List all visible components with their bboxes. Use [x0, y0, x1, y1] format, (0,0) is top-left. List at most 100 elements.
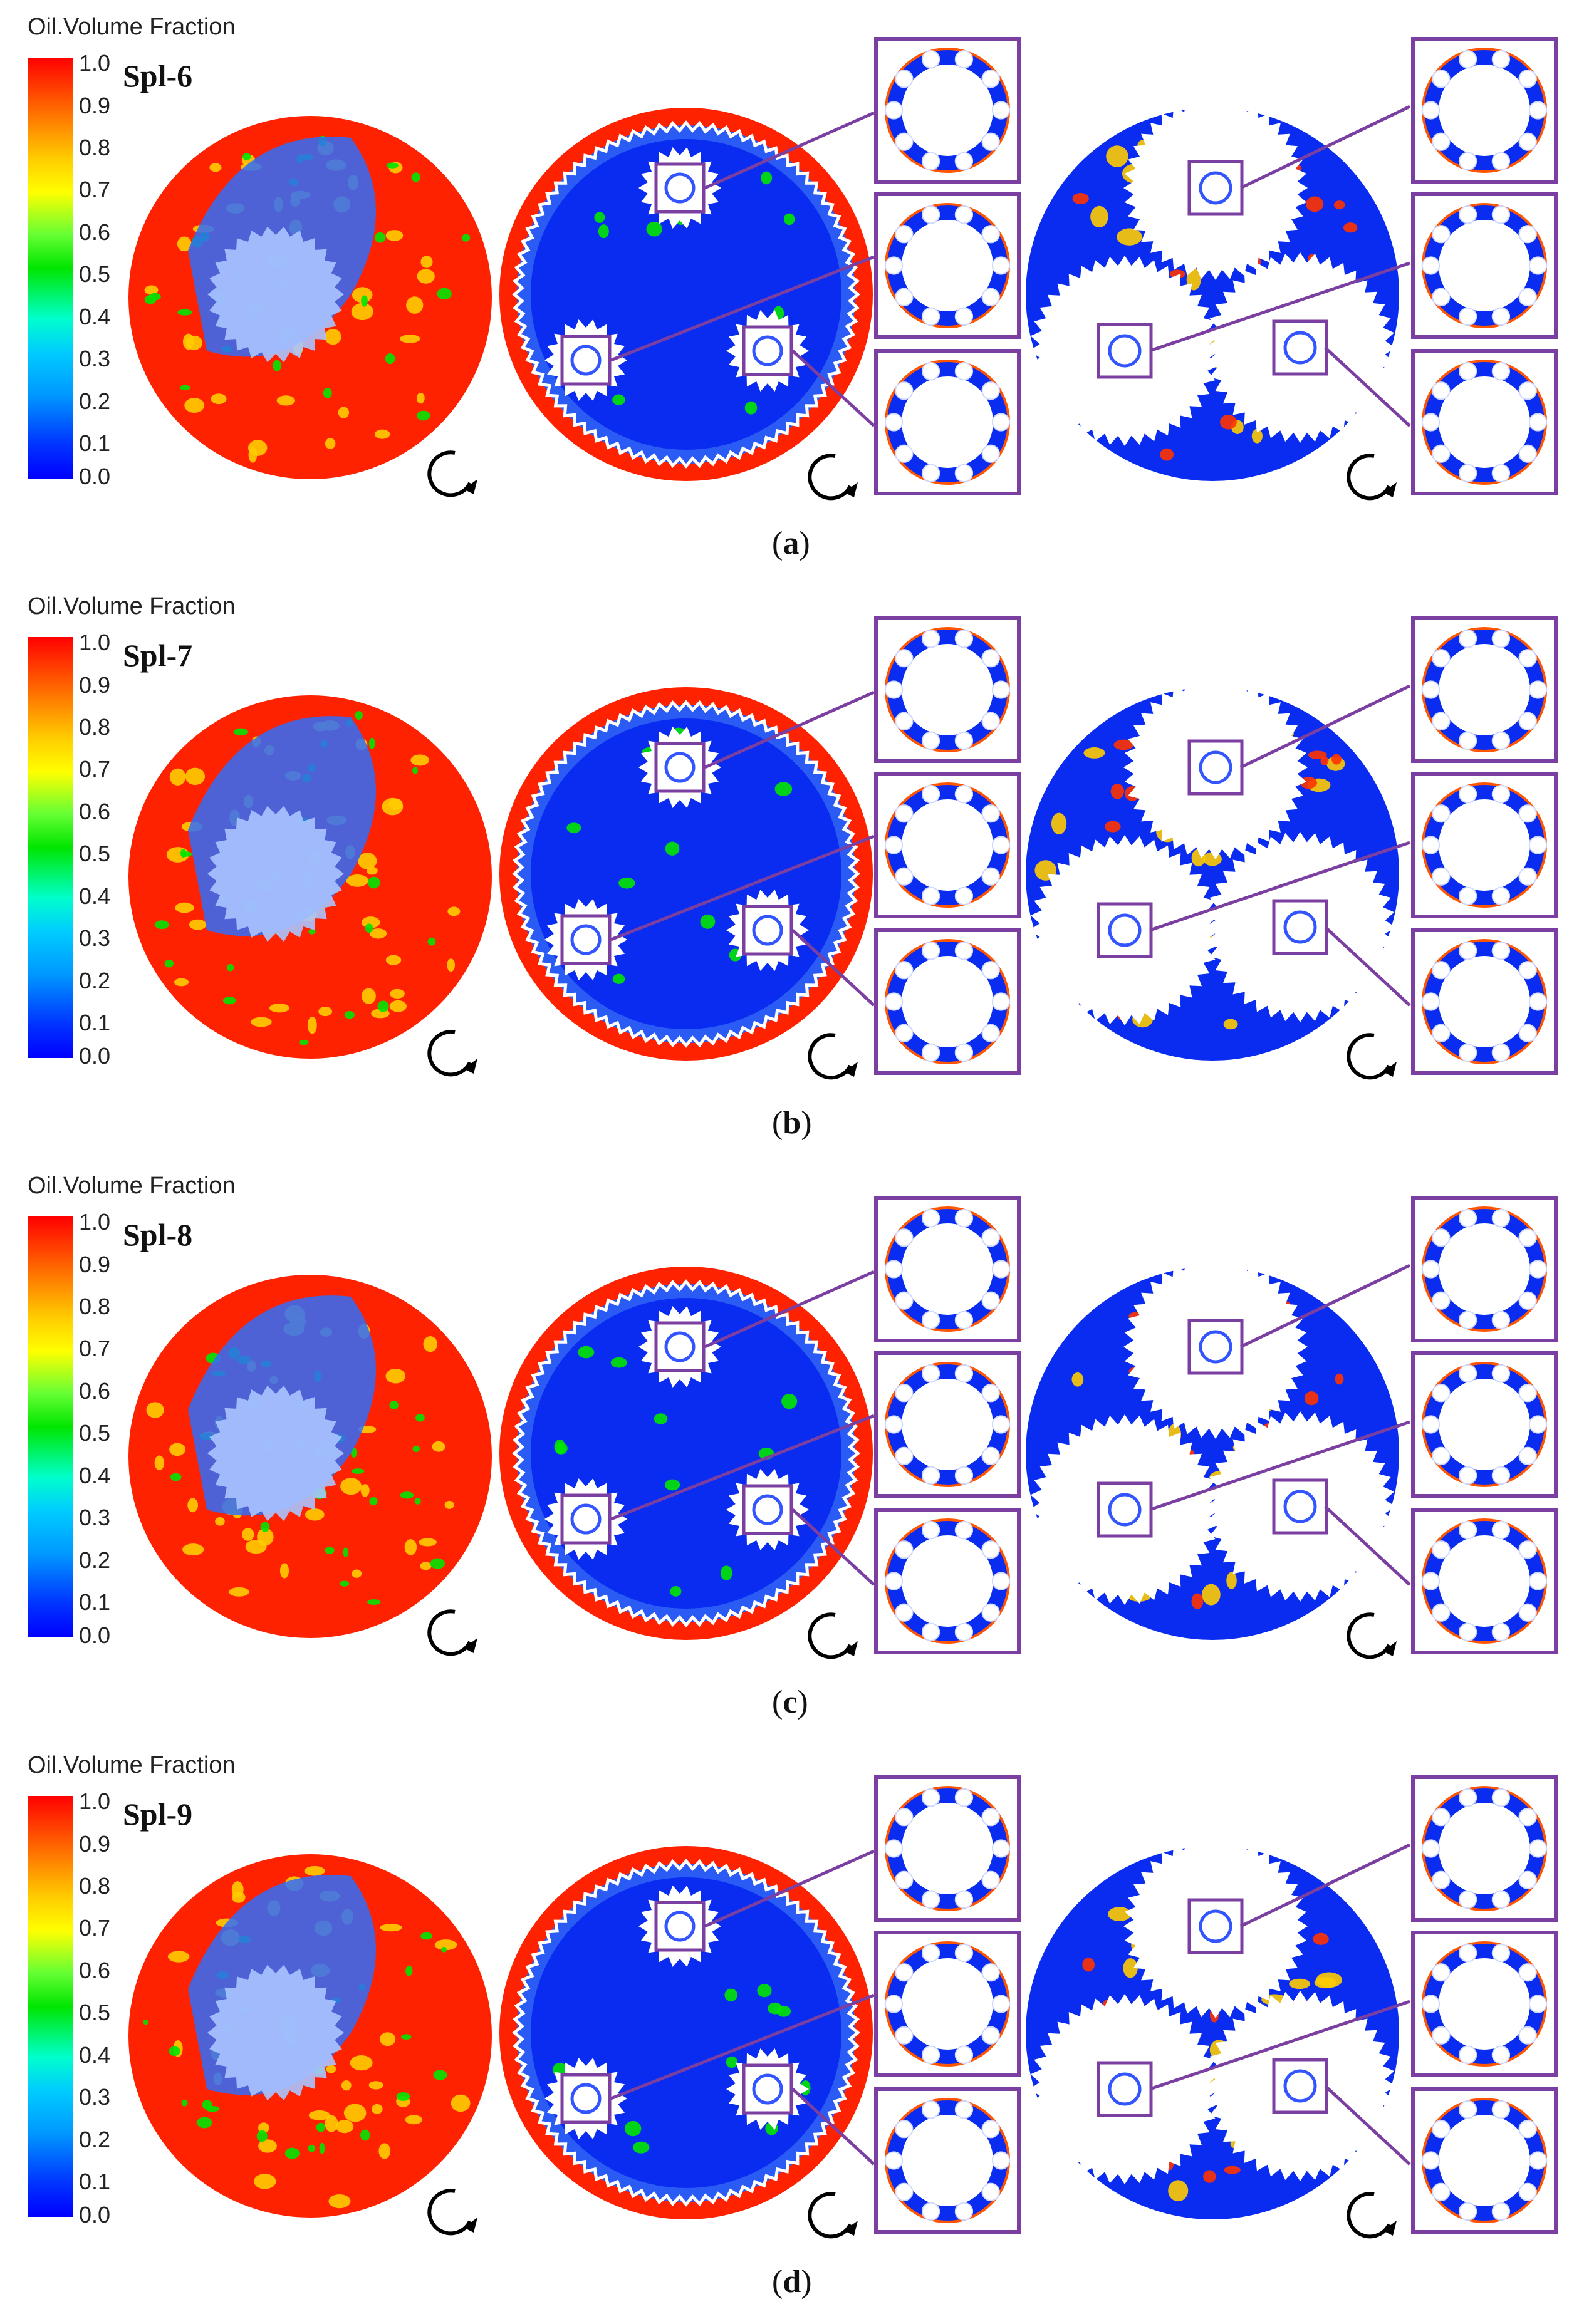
bearing-roller [895, 1228, 914, 1247]
bearing-roller [1432, 1963, 1451, 1982]
oil-blob [360, 1484, 370, 1497]
bearing-roller [981, 1963, 1000, 1982]
colorbar-tick-label: 0.5 [79, 261, 111, 287]
oil-blob [175, 902, 194, 913]
contour-disc-right [1026, 1255, 1411, 1659]
contour-disc-middle [499, 1846, 875, 2239]
colorbar-title: Oil.Volume Fraction [28, 14, 236, 40]
bearing-roller [1491, 50, 1511, 69]
bearing-callout-box [654, 1901, 706, 1952]
oil-blob [380, 1924, 402, 1932]
rotation-arrowhead [464, 1059, 477, 1074]
bearing-roller [884, 1995, 904, 2013]
bearing-roller [954, 1364, 974, 1383]
bearing-roller [1491, 1521, 1511, 1540]
bearing-mini [664, 1331, 696, 1362]
bearing-roller [991, 413, 1011, 432]
bearing-roller [1432, 804, 1451, 823]
bearing-roller [1432, 867, 1451, 886]
bearing-roller [895, 2182, 914, 2201]
colorbar-tick-label: 0.6 [79, 219, 111, 245]
bearing-roller [1528, 1415, 1548, 1434]
oil-blob [401, 2034, 412, 2040]
oil-blob [299, 1039, 309, 1045]
case-label: Spl-8 [123, 1217, 193, 1252]
oil-blob [405, 2115, 422, 2125]
bearing-mini [664, 1911, 696, 1942]
oil-blob [251, 1017, 272, 1027]
oil-blob [757, 1984, 772, 1998]
bearing-roller [921, 362, 940, 381]
oil-blob [1308, 750, 1327, 759]
bearing-roller [981, 1384, 1000, 1403]
bearing-roller [895, 381, 914, 400]
bearing-roller [1421, 2151, 1441, 2170]
oil-blob [229, 1587, 249, 1597]
colorbar-title: Oil.Volume Fraction [28, 593, 236, 620]
planet-gear [1029, 256, 1220, 446]
colorbar-tick-label: 0.3 [79, 346, 111, 371]
callout-line [1324, 926, 1411, 1007]
colorbar [28, 1216, 73, 1637]
bearing-roller [1491, 2202, 1511, 2221]
bearing-callout-box [560, 1493, 612, 1545]
bearing-roller [1421, 101, 1441, 120]
oil-blob [1251, 428, 1263, 444]
oil-blob [1226, 1572, 1237, 1589]
bearing-roller [884, 256, 904, 275]
bearing-roller [1528, 1572, 1548, 1590]
colorbar-tick-label: 0.2 [79, 388, 111, 414]
bearing-roller [1518, 70, 1537, 88]
bearing-roller [1491, 630, 1511, 648]
bearing-inner-race [902, 1803, 993, 1894]
colorbar-tick-label: 0.5 [79, 2000, 111, 2025]
oil-blob [367, 876, 380, 889]
oil-blob [169, 1443, 185, 1456]
colorbar-title: Oil.Volume Fraction [28, 1752, 236, 1778]
bearing-roller [1491, 152, 1511, 170]
planet-gear [1123, 1834, 1308, 2018]
oil-blob [1123, 1958, 1138, 1978]
bearing-roller [1491, 1622, 1511, 1641]
bearing-roller [981, 2026, 1000, 2045]
oil-blob [1191, 1593, 1204, 1609]
bearing-roller [921, 1466, 940, 1485]
bearing-roller [1491, 1788, 1511, 1807]
bearing-roller [991, 1415, 1011, 1434]
cfd-contour-figure [128, 1196, 1558, 1659]
planet-gear [1205, 252, 1395, 443]
case-label: Spl-9 [123, 1797, 193, 1832]
colorbar-tick-label: 0.7 [79, 177, 111, 202]
panel-label: (b) [772, 1105, 812, 1141]
colorbar-tick-label: 0.4 [79, 2042, 111, 2068]
oil-blob [447, 958, 456, 972]
rotation-arrowhead [464, 1638, 477, 1653]
oil-blob [254, 2174, 276, 2189]
bearing-roller [884, 680, 904, 699]
oil-blob [441, 1946, 447, 1953]
oil-blob [1316, 1972, 1343, 1988]
bearing-roller [1491, 2045, 1511, 2064]
oil-blob [182, 1543, 204, 1556]
panel-d: Oil.Volume Fraction 1.0 0.9 0.8 0.7 0.6 0.5 0.4… [0, 1738, 1584, 2318]
oil-blob [612, 394, 625, 405]
bearing-roller [1518, 444, 1537, 463]
oil-blob [437, 288, 452, 300]
planet-gear [544, 2058, 627, 2139]
contour-disc-middle [499, 108, 875, 501]
bearing-roller [921, 1788, 940, 1807]
bearing-callout-box [560, 2073, 612, 2124]
colorbar-tick-label: 0.2 [79, 2127, 111, 2152]
colorbar-tick-label: 0.9 [79, 1831, 111, 1857]
bearing-roller [981, 381, 1000, 400]
oil-blob [555, 1442, 568, 1455]
colorbar-tick-label: 0.7 [79, 1336, 111, 1361]
bearing-roller [991, 101, 1011, 120]
bearing-roller [991, 1572, 1011, 1590]
ring-gear [512, 700, 860, 1048]
callout-line [1239, 1843, 1411, 1928]
bearing-roller [1518, 712, 1537, 730]
bearing-roller [981, 1603, 1000, 1622]
bearing-roller [1518, 961, 1537, 980]
bearing-roller [1518, 1228, 1537, 1247]
